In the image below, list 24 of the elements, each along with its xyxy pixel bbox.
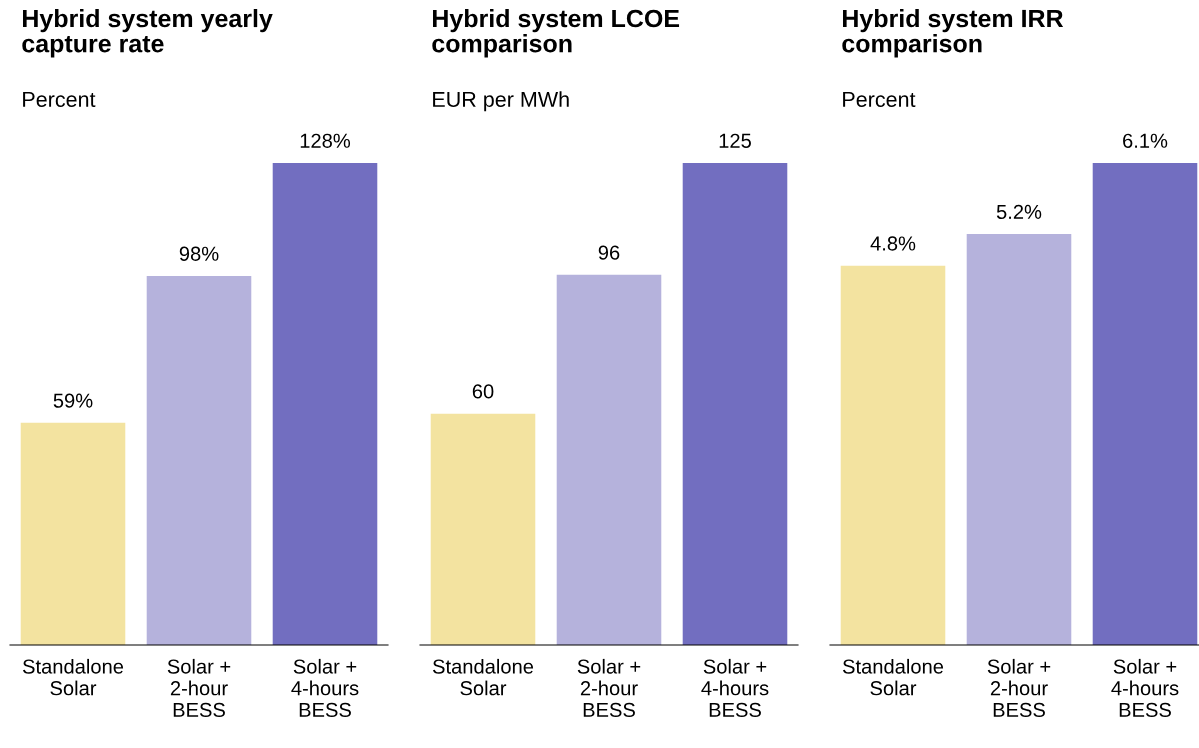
- x-tick-label: Standalone Solar: [22, 658, 124, 696]
- data-label: 125: [719, 133, 751, 148]
- data-label: 98%: [179, 246, 219, 261]
- chart-subtitle: Percent: [843, 92, 916, 108]
- x-tick-label: Solar + 4-hours BESS: [291, 658, 359, 718]
- data-label: 4.8%: [870, 236, 916, 251]
- chart-title: Hybrid system yearly capture rate: [22, 8, 273, 58]
- x-tick-label: Standalone Solar: [842, 658, 944, 696]
- data-label: 59%: [53, 393, 93, 408]
- chart-subtitle: Percent: [23, 92, 96, 108]
- x-tick-label: Standalone Solar: [432, 658, 534, 696]
- data-label: 6.1%: [1123, 133, 1168, 148]
- x-tick-label: Solar + 2-hour BESS: [577, 658, 641, 718]
- chart-title: Hybrid system IRR comparison: [842, 8, 1064, 58]
- data-label: 128%: [300, 133, 351, 148]
- data-label: 96: [598, 245, 620, 260]
- x-tick-label: Solar + 4-hours BESS: [1111, 658, 1179, 718]
- x-tick-label: Solar + 2-hour BESS: [167, 658, 231, 718]
- x-tick-label: Solar + 4-hours BESS: [701, 658, 769, 718]
- x-tick-label: Solar + 2-hour BESS: [987, 658, 1051, 718]
- chart-title: Hybrid system LCOE comparison: [432, 8, 680, 58]
- data-label: 60: [472, 384, 494, 399]
- data-label: 5.2%: [996, 204, 1042, 220]
- chart-subtitle: EUR per MWh: [433, 91, 569, 112]
